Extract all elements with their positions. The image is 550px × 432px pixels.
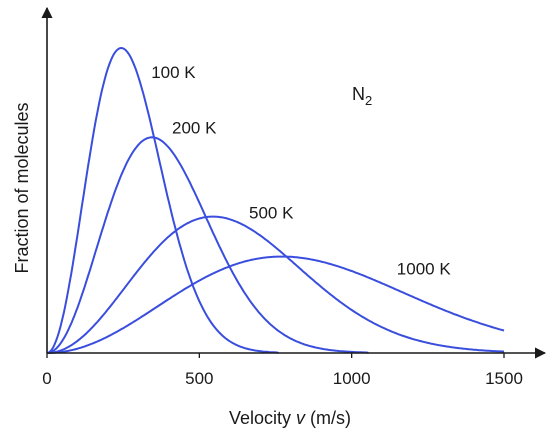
series-line-1000k bbox=[47, 255, 505, 354]
x-ticks: 0 500 1000 1500 bbox=[42, 353, 523, 388]
x-tick-label: 0 bbox=[42, 369, 51, 388]
curve-label-500k: 500 K bbox=[249, 204, 294, 223]
series-line-200k bbox=[46, 136, 369, 354]
x-tick-label: 1000 bbox=[333, 369, 371, 388]
y-axis-title: Fraction of molecules bbox=[12, 102, 32, 273]
series-curves bbox=[46, 46, 505, 354]
series-line-500k bbox=[47, 215, 505, 354]
series-line-100k bbox=[46, 46, 279, 354]
curve-label-1000k: 1000 K bbox=[397, 260, 452, 279]
x-axis-title: Velocity v (m/s) bbox=[229, 408, 351, 428]
molecule-annotation: N2 bbox=[352, 84, 372, 108]
curve-labels: 100 K 200 K 500 K 1000 K bbox=[151, 63, 451, 279]
curve-label-200k: 200 K bbox=[172, 118, 217, 137]
curve-label-100k: 100 K bbox=[151, 63, 196, 82]
x-tick-label: 1500 bbox=[485, 369, 523, 388]
x-tick-label: 500 bbox=[185, 369, 213, 388]
